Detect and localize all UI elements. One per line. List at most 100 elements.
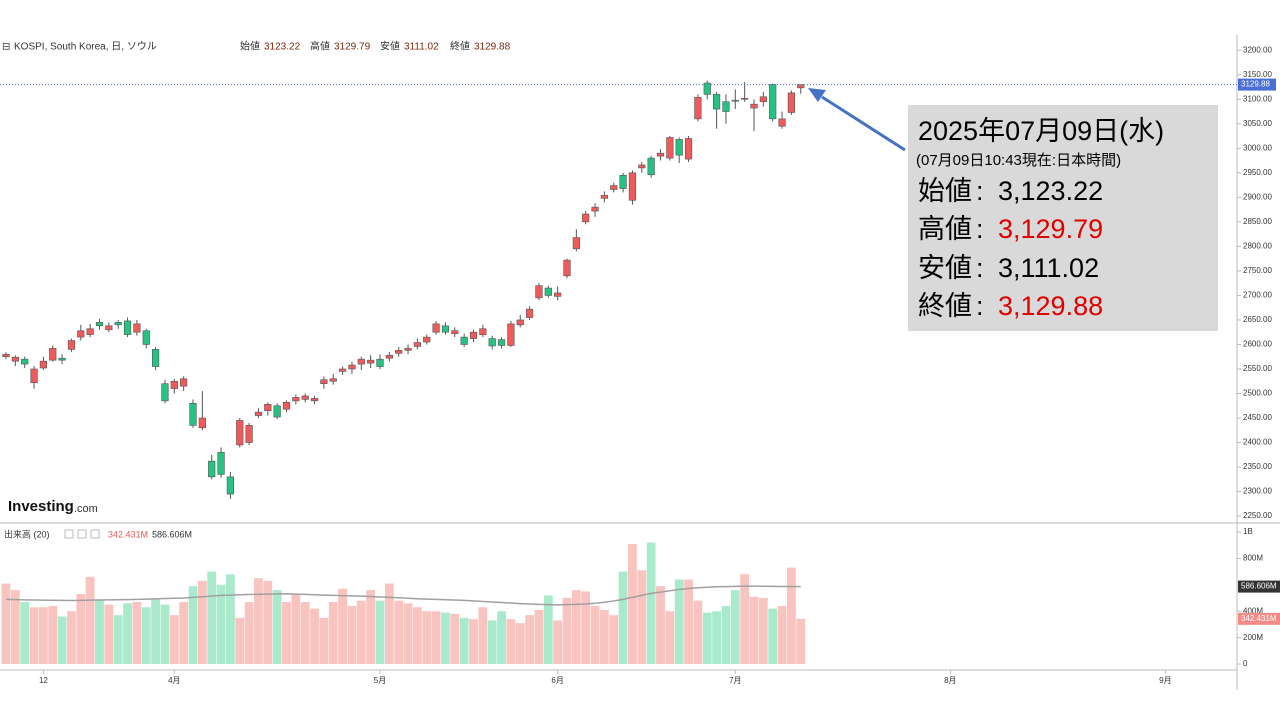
candle-body xyxy=(638,164,646,169)
y-tick-label: 2900.00 xyxy=(1243,192,1272,201)
candle-body xyxy=(395,350,403,354)
volume-bar xyxy=(375,600,385,665)
annotation-note: (07月09日10:43現在:日本時間) xyxy=(916,152,1121,169)
candle-body xyxy=(320,379,328,384)
annotation-value: 3,111.02 xyxy=(998,253,1099,283)
volume-bar xyxy=(618,571,628,665)
volume-bar xyxy=(403,603,413,665)
volume-bar xyxy=(366,590,376,665)
volume-bar xyxy=(76,594,86,665)
volume-bar xyxy=(553,620,563,665)
candle-body xyxy=(750,103,758,109)
volume-bar xyxy=(740,574,750,665)
volume-ma-value: 586.606M xyxy=(152,529,192,539)
candle-body xyxy=(778,118,786,127)
candle-body xyxy=(582,213,590,223)
ohlc-value: 3129.79 xyxy=(334,42,371,53)
candle-body xyxy=(67,340,76,350)
y-tick-label: 2600.00 xyxy=(1243,340,1272,349)
candle-body xyxy=(703,82,711,95)
y-tick-label: 2450.00 xyxy=(1243,413,1272,422)
ohlc-name: 安値 xyxy=(380,40,400,53)
ohlc-name: 始値 xyxy=(240,40,260,53)
candle-body xyxy=(77,330,85,338)
candle-body xyxy=(2,353,10,358)
candle-body xyxy=(731,99,739,102)
volume-bar xyxy=(85,576,95,665)
volume-bar xyxy=(777,605,787,665)
volume-bar xyxy=(1,583,11,665)
candle-body xyxy=(694,96,702,120)
candle-body xyxy=(105,325,113,331)
volume-bar xyxy=(132,601,142,665)
y-tick-label: 3100.00 xyxy=(1243,94,1272,103)
volume-bar xyxy=(207,571,217,665)
candle-body xyxy=(647,157,655,176)
candle-body xyxy=(525,308,534,318)
price-tag xyxy=(1238,78,1276,91)
y-tick-label: 400M xyxy=(1243,606,1263,615)
volume-bar xyxy=(197,580,207,665)
candle-body xyxy=(516,319,524,326)
volume-bar xyxy=(235,617,245,665)
volume-bar xyxy=(571,590,581,665)
volume-bar xyxy=(656,586,665,665)
candle-body xyxy=(479,328,487,335)
collapse-icon[interactable]: ⊟ xyxy=(2,42,10,53)
x-tick-label: 9月 xyxy=(1159,676,1171,685)
candle-body xyxy=(741,97,749,100)
volume-bar xyxy=(356,600,366,665)
volume-bar xyxy=(515,623,525,665)
indicator-icon[interactable] xyxy=(77,529,87,539)
candle-body xyxy=(684,138,693,160)
y-tick-label: 2750.00 xyxy=(1243,266,1272,275)
candle-body xyxy=(469,331,478,339)
candle-body xyxy=(357,358,365,365)
y-tick-label: 3200.00 xyxy=(1243,45,1272,54)
annotation-colon: : xyxy=(976,214,984,244)
indicator-icon[interactable] xyxy=(64,529,74,539)
candle-body xyxy=(385,354,393,359)
volume-bar xyxy=(787,567,796,665)
annotation-date: 2025年07月09日(水) xyxy=(918,116,1164,146)
candle-body xyxy=(497,339,506,346)
ohlc-name: 高値 xyxy=(310,40,330,53)
candle-body xyxy=(310,398,319,402)
candle-body xyxy=(769,84,777,120)
annotation-name: 安値 xyxy=(918,253,972,283)
candle-body xyxy=(217,452,225,475)
y-tick-label: 1B xyxy=(1243,527,1253,536)
annotation-box xyxy=(908,105,1218,331)
volume-bar xyxy=(628,543,637,665)
volume-bar xyxy=(394,600,404,665)
volume-bar xyxy=(450,613,460,665)
volume-bar xyxy=(338,588,347,665)
annotation-colon: : xyxy=(976,176,984,206)
candle-body xyxy=(544,287,552,296)
candle-body xyxy=(254,411,263,416)
candle-body xyxy=(619,174,627,189)
volume-bar xyxy=(721,605,731,665)
candle-body xyxy=(11,356,19,362)
y-tick-label: 2700.00 xyxy=(1243,291,1272,300)
y-tick-label: 2400.00 xyxy=(1243,438,1272,447)
y-tick-label: 2650.00 xyxy=(1243,315,1272,324)
arrow xyxy=(821,95,906,152)
annotation-rows: 始値:3,123.22高値:3,129.79安値:3,111.02終値:3,12… xyxy=(918,176,1103,321)
candle-body xyxy=(86,328,94,335)
volume-bar xyxy=(29,607,39,665)
indicator-icon[interactable] xyxy=(90,529,100,539)
volume-bar xyxy=(179,601,189,665)
volume-bar xyxy=(459,617,469,665)
x-tick-label: 7月 xyxy=(729,676,741,685)
volume-bar xyxy=(169,615,179,665)
volume-bar xyxy=(422,611,432,665)
y-tick-label: 3150.00 xyxy=(1243,70,1272,79)
volume-bar xyxy=(534,609,544,665)
annotation-value: 3,129.79 xyxy=(998,214,1103,244)
volume-bar xyxy=(674,579,684,665)
volume-bar xyxy=(693,600,703,665)
annotation-name: 終値 xyxy=(918,291,972,321)
candle-body xyxy=(432,323,440,333)
